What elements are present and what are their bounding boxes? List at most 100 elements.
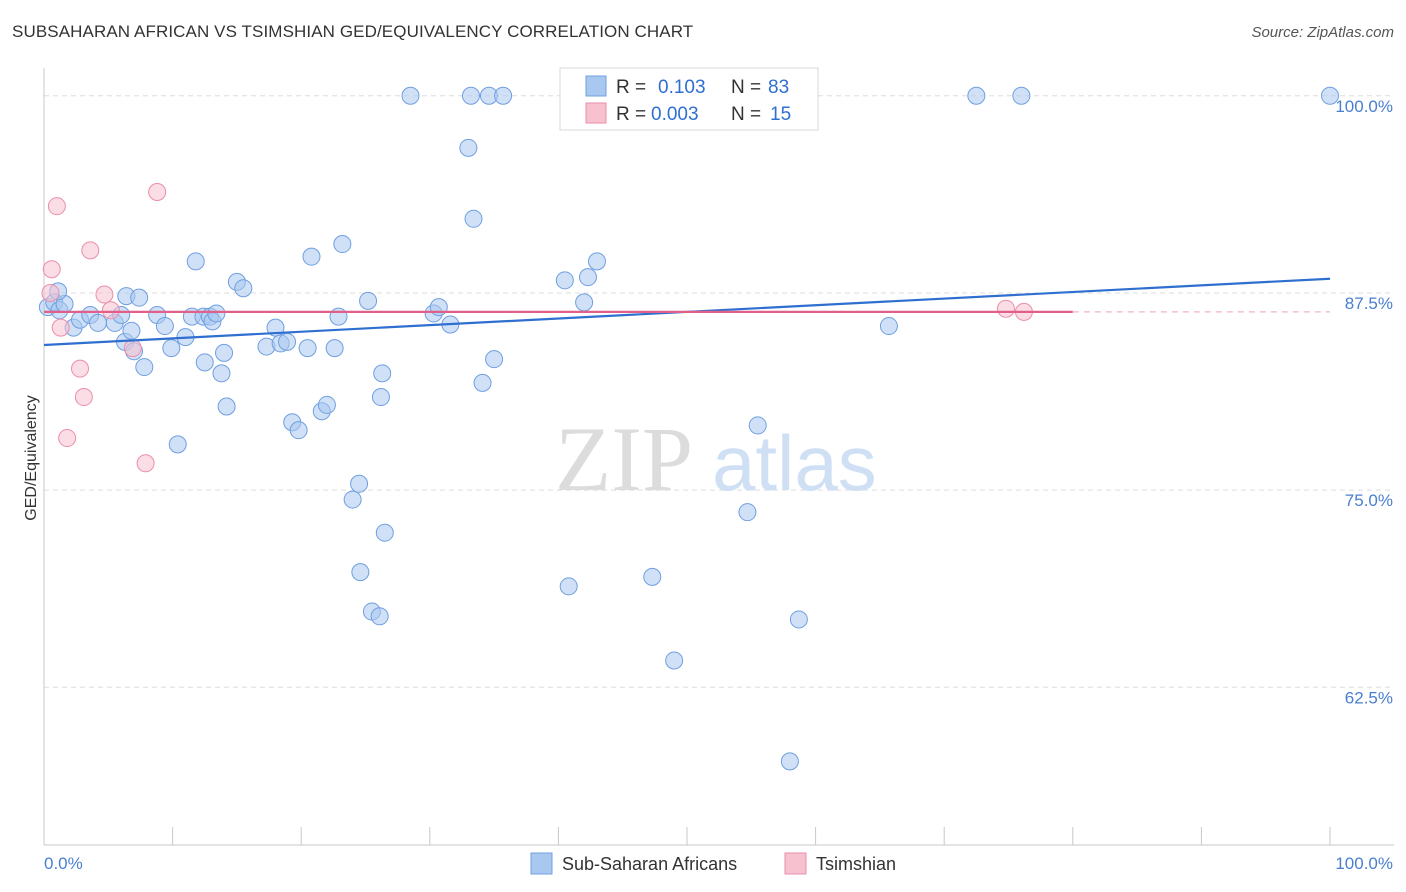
- point-subsaharan-75: [748, 416, 767, 435]
- legend-swatch-subsaharan: [585, 75, 607, 97]
- y-tick-label-2: 75.0%: [1345, 491, 1393, 510]
- point-subsaharan-67: [559, 577, 578, 596]
- point-subsaharan-46: [350, 474, 369, 493]
- point-subsaharan-72: [643, 567, 662, 586]
- point-tsimshian-10: [136, 454, 155, 473]
- legend-swatch-tsimshian: [585, 102, 607, 124]
- legend-n-label-tsimshian: N =: [731, 104, 761, 125]
- point-subsaharan-62: [473, 373, 492, 392]
- y-tick-label-1: 87.5%: [1345, 294, 1393, 313]
- legend-n-value-tsimshian: 15: [770, 104, 791, 125]
- bottom-legend-label-tsimshian: Tsimshian: [816, 854, 896, 874]
- point-subsaharan-78: [879, 317, 898, 336]
- y-tick-label-3: 62.5%: [1345, 688, 1393, 707]
- point-subsaharan-81: [1321, 86, 1339, 105]
- point-subsaharan-30: [215, 343, 234, 362]
- point-subsaharan-36: [278, 332, 297, 351]
- point-subsaharan-79: [967, 86, 986, 105]
- chart-title: SUBSAHARAN AFRICAN VS TSIMSHIAN GED/EQUI…: [12, 22, 694, 41]
- point-subsaharan-19: [168, 435, 187, 454]
- point-subsaharan-52: [375, 523, 394, 542]
- bottom-legend-label-subsaharan: Sub-Saharan Africans: [562, 854, 737, 874]
- point-tsimshian-4: [71, 359, 90, 378]
- point-subsaharan-74: [738, 503, 757, 522]
- point-tsimshian-8: [95, 285, 114, 304]
- point-subsaharan-23: [195, 353, 214, 372]
- point-subsaharan-18: [162, 339, 181, 358]
- point-subsaharan-68: [578, 268, 597, 287]
- point-subsaharan-59: [459, 138, 478, 157]
- point-subsaharan-14: [130, 288, 149, 307]
- point-subsaharan-66: [555, 271, 574, 290]
- point-tsimshian-7: [81, 241, 100, 260]
- legend-r-value-subsaharan: 0.103: [658, 77, 706, 98]
- legend-r-value-tsimshian: 0.003: [651, 104, 699, 125]
- point-subsaharan-61: [464, 209, 483, 228]
- point-subsaharan-70: [587, 252, 606, 271]
- point-subsaharan-12: [122, 321, 141, 340]
- point-subsaharan-38: [289, 421, 308, 440]
- point-tsimshian-3: [51, 318, 70, 337]
- point-tsimshian-2: [47, 197, 66, 216]
- trend-lines: [43, 277, 1331, 347]
- bottom-legend: Sub-Saharan Africans Tsimshian: [530, 852, 896, 875]
- point-subsaharan-65: [494, 86, 513, 105]
- point-subsaharan-47: [343, 490, 362, 509]
- legend-r-label-tsimshian: R =: [616, 104, 646, 125]
- legend-r-label-subsaharan: R =: [616, 77, 646, 98]
- point-subsaharan-69: [575, 293, 594, 312]
- point-tsimshian-0: [41, 283, 60, 302]
- point-subsaharan-48: [351, 563, 370, 582]
- point-subsaharan-26: [207, 304, 226, 323]
- legend-n-value-subsaharan: 83: [768, 77, 789, 98]
- point-subsaharan-73: [665, 651, 684, 670]
- point-subsaharan-43: [325, 339, 344, 358]
- point-subsaharan-51: [370, 607, 389, 626]
- bottom-legend-swatch-subsaharan: [530, 852, 553, 875]
- y-tick-label-0: 100.0%: [1335, 97, 1393, 116]
- y-tick-labels: 100.0% 87.5% 75.0% 62.5%: [1335, 97, 1393, 707]
- point-tsimshian-11: [148, 182, 167, 201]
- data-points: [38, 86, 1339, 771]
- point-subsaharan-45: [333, 235, 352, 254]
- watermark-atlas: atlas: [712, 419, 877, 507]
- point-subsaharan-39: [298, 339, 317, 358]
- point-subsaharan-60: [461, 86, 480, 105]
- legend-n-label-subsaharan: N =: [731, 77, 761, 98]
- point-subsaharan-76: [780, 752, 799, 771]
- point-subsaharan-32: [234, 279, 253, 298]
- point-subsaharan-57: [429, 298, 448, 317]
- point-tsimshian-6: [58, 429, 77, 448]
- x-tick-label-0: 0.0%: [44, 854, 83, 873]
- point-subsaharan-55: [401, 86, 420, 105]
- y-axis-title: GED/Equivalency: [23, 395, 40, 520]
- point-subsaharan-29: [217, 397, 236, 416]
- watermark: ZIP atlas: [555, 408, 877, 510]
- x-tick-labels: 0.0% 100.0%: [44, 854, 1393, 873]
- point-subsaharan-80: [1012, 86, 1031, 105]
- point-tsimshian-9: [101, 301, 120, 320]
- point-subsaharan-42: [317, 395, 336, 414]
- point-subsaharan-53: [371, 388, 390, 407]
- bottom-legend-swatch-tsimshian: [784, 852, 807, 875]
- point-subsaharan-44: [329, 307, 348, 326]
- point-tsimshian-13: [996, 299, 1015, 318]
- point-subsaharan-40: [302, 247, 321, 266]
- point-subsaharan-7: [89, 313, 108, 332]
- point-subsaharan-54: [373, 364, 392, 383]
- x-tick-label-1: 100.0%: [1335, 854, 1393, 873]
- point-tsimshian-1: [42, 260, 61, 279]
- point-subsaharan-15: [135, 358, 154, 377]
- point-tsimshian-5: [74, 388, 93, 407]
- grid-lines: [44, 95, 1390, 688]
- top-legend: R = 0.103 N = 83 R = 0.003 N = 15: [559, 67, 819, 131]
- source-label: Source: ZipAtlas.com: [1251, 24, 1394, 41]
- axes: [43, 68, 1394, 846]
- point-subsaharan-49: [359, 291, 378, 310]
- point-subsaharan-77: [789, 610, 808, 629]
- point-tsimshian-12: [123, 339, 142, 358]
- point-subsaharan-64: [485, 350, 504, 369]
- point-subsaharan-28: [212, 364, 231, 383]
- point-subsaharan-27: [186, 252, 205, 271]
